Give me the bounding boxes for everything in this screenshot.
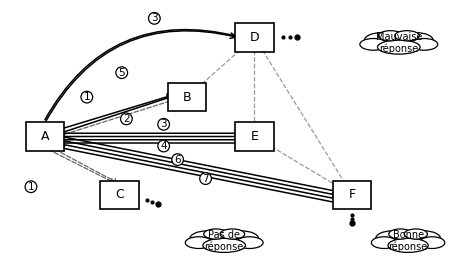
Ellipse shape: [378, 31, 403, 41]
FancyBboxPatch shape: [333, 181, 371, 209]
Ellipse shape: [185, 237, 212, 248]
Ellipse shape: [364, 33, 399, 48]
Text: Bonne
réponse: Bonne réponse: [389, 230, 428, 252]
Ellipse shape: [408, 231, 440, 247]
Text: F: F: [349, 188, 356, 201]
Ellipse shape: [204, 229, 228, 239]
Ellipse shape: [371, 237, 397, 248]
Text: 5: 5: [119, 68, 125, 78]
Ellipse shape: [224, 231, 259, 247]
FancyBboxPatch shape: [235, 122, 274, 151]
Text: 6: 6: [174, 155, 181, 165]
Ellipse shape: [190, 231, 224, 247]
Text: A: A: [41, 130, 49, 143]
Text: 4: 4: [160, 141, 167, 151]
Ellipse shape: [377, 40, 420, 54]
FancyBboxPatch shape: [168, 83, 206, 111]
FancyBboxPatch shape: [235, 23, 274, 52]
Ellipse shape: [236, 237, 263, 248]
Ellipse shape: [203, 238, 246, 253]
Text: 7: 7: [202, 174, 209, 184]
Text: D: D: [250, 31, 259, 44]
Ellipse shape: [383, 231, 433, 251]
Ellipse shape: [372, 33, 425, 53]
Text: 1: 1: [28, 182, 34, 192]
Text: Mauvaise
réponse: Mauvaise réponse: [375, 32, 422, 54]
Text: 1: 1: [84, 92, 90, 102]
Ellipse shape: [360, 38, 387, 50]
Ellipse shape: [410, 38, 438, 50]
Text: B: B: [183, 91, 191, 104]
Text: Pas de
réponse: Pas de réponse: [205, 230, 244, 252]
Ellipse shape: [404, 229, 427, 239]
Ellipse shape: [395, 31, 419, 41]
Text: 3: 3: [151, 13, 158, 23]
Text: 2: 2: [123, 114, 130, 124]
Ellipse shape: [419, 237, 445, 248]
FancyBboxPatch shape: [26, 122, 64, 151]
Text: C: C: [115, 188, 124, 201]
Ellipse shape: [399, 33, 433, 48]
Ellipse shape: [389, 229, 412, 239]
Ellipse shape: [388, 238, 428, 253]
FancyBboxPatch shape: [100, 181, 139, 209]
Text: E: E: [250, 130, 258, 143]
Ellipse shape: [220, 229, 245, 239]
Ellipse shape: [375, 231, 408, 247]
Text: 3: 3: [160, 119, 167, 129]
Ellipse shape: [198, 231, 251, 251]
